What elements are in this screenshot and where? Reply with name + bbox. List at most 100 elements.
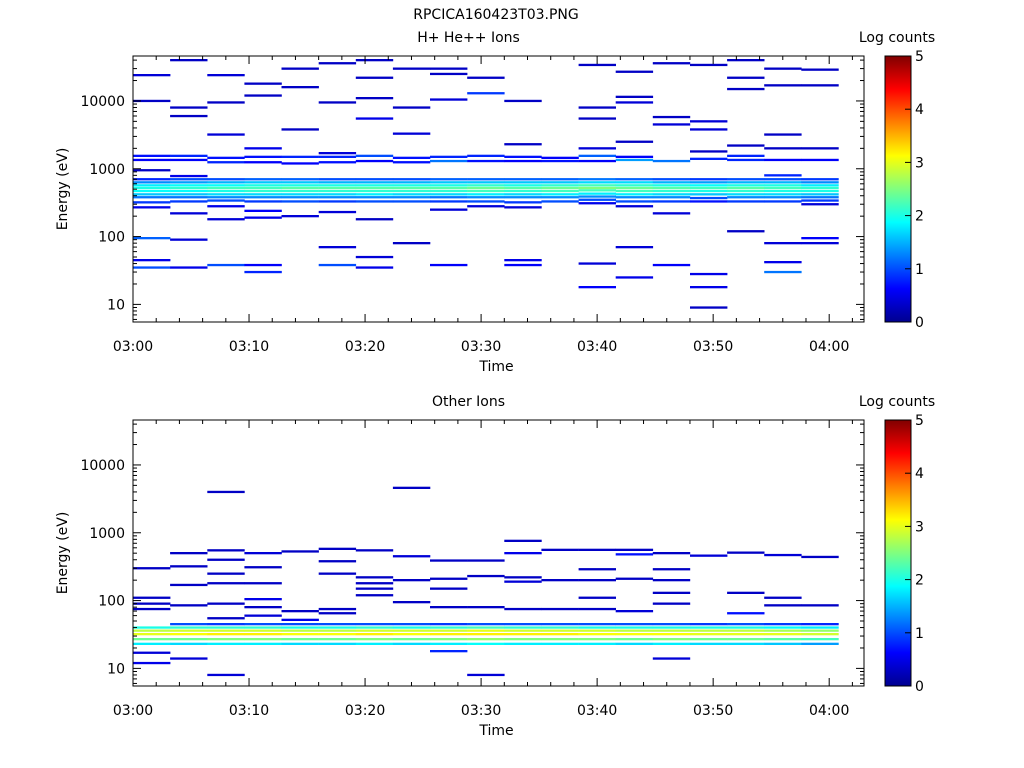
spectrogram-cell: [690, 63, 728, 67]
spectrogram-cell: [690, 189, 728, 193]
spectrogram-cell: [207, 626, 245, 629]
spectrogram-cell: [690, 642, 728, 645]
spectrogram-cell: [504, 638, 542, 641]
spectrogram-cell: [133, 158, 171, 162]
spectrogram-cell: [690, 633, 728, 636]
colorbar-tick-label: 3: [915, 519, 924, 535]
spectrogram-cell: [133, 638, 171, 641]
spectrogram-cell: [244, 270, 282, 274]
spectrogram-cell: [170, 629, 208, 632]
spectrogram-cell: [318, 189, 357, 193]
spectrogram-cell: [764, 193, 802, 196]
spectrogram-cell: [430, 189, 468, 193]
spectrogram-cell: [690, 184, 728, 187]
spectrogram-cell: [244, 582, 282, 585]
spectrogram-cell: [133, 607, 171, 611]
spectrogram-cell: [133, 633, 171, 636]
spectrogram-cell: [578, 596, 616, 599]
spectrogram-cell: [133, 154, 171, 157]
spectrogram-cell: [244, 216, 282, 219]
spectrogram-cell: [244, 626, 282, 629]
spectrogram-cell: [467, 623, 505, 626]
spectrogram-cell: [467, 186, 505, 190]
y-axis-label: Energy (eV): [55, 512, 71, 595]
spectrogram-cell: [801, 178, 839, 181]
spectrogram-cell: [207, 642, 245, 645]
spectrogram-cell: [207, 184, 245, 187]
spectrogram-cell: [430, 159, 468, 163]
spectrogram-cell: [355, 178, 394, 181]
spectrogram-cell: [801, 604, 839, 607]
spectrogram-cell: [578, 626, 616, 629]
spectrogram-cell: [318, 629, 357, 632]
spectrogram-cell: [318, 246, 357, 249]
spectrogram-cell: [615, 184, 654, 187]
spectrogram-cell: [690, 196, 728, 200]
spectrogram-cell: [615, 205, 654, 208]
spectrogram-cell: [467, 606, 505, 609]
spectrogram-cell: [281, 215, 319, 218]
spectrogram-cell: [652, 184, 691, 187]
spectrogram-cell: [727, 193, 765, 196]
spectrogram-cell: [355, 218, 394, 221]
spectrogram-cell: [430, 263, 468, 267]
spectrogram-cell: [764, 186, 802, 190]
spectrogram-cell: [430, 642, 468, 645]
spectrogram-cell: [504, 642, 542, 645]
spectrogram-cell: [467, 184, 505, 187]
spectrogram-cell: [355, 189, 394, 193]
spectrogram-cell: [504, 184, 542, 187]
spectrogram-cell: [541, 186, 579, 190]
spectrogram-cell: [207, 178, 245, 181]
spectrogram-cell: [355, 623, 394, 626]
spectrogram-cell: [244, 184, 282, 187]
spectrogram-cell: [652, 159, 691, 163]
spectrogram-cell: [504, 99, 542, 103]
spectrogram-cell: [690, 193, 728, 196]
spectrogram-cell: [541, 579, 579, 582]
spectrogram-cell: [467, 205, 505, 208]
spectrogram-cell: [764, 200, 802, 203]
spectrogram-cell: [170, 657, 208, 660]
spectrogram-cell: [578, 198, 616, 201]
spectrogram-cell: [801, 199, 839, 202]
spectrogram-cell: [318, 62, 357, 65]
spectrogram-cell: [430, 606, 468, 609]
spectrogram-cell: [244, 629, 282, 632]
spectrogram-cell: [615, 246, 654, 249]
spectrogram-cell: [615, 101, 654, 104]
spectrogram-cell: [318, 181, 357, 184]
spectrogram-cell: [504, 181, 542, 184]
spectrogram-cell: [281, 67, 319, 70]
spectrogram-cell: [281, 610, 319, 613]
spectrogram-cell: [578, 154, 616, 157]
spectrogram-cell: [355, 638, 394, 641]
spectrogram-cell: [727, 230, 765, 233]
spectrogram-cell: [652, 626, 691, 629]
x-tick-label: 04:00: [809, 703, 849, 719]
spectrogram-cell: [801, 623, 839, 626]
spectrogram-cell: [392, 623, 431, 626]
spectrogram-cell: [281, 186, 319, 190]
spectrogram-cell: [541, 638, 579, 641]
spectrogram-cell: [355, 626, 394, 629]
spectrogram-cell: [392, 178, 431, 181]
spectrogram-cell: [281, 638, 319, 641]
spectrogram-cell: [170, 184, 208, 187]
x-axis-label: Time: [478, 359, 513, 375]
spectrogram-cell: [615, 623, 654, 626]
spectrogram-cell: [801, 633, 839, 636]
spectrogram-cell: [207, 490, 245, 494]
spectrogram-cell: [615, 642, 654, 645]
spectrogram-cell: [207, 572, 245, 575]
spectrogram-cell: [355, 576, 394, 579]
spectrogram-cell: [764, 633, 802, 636]
spectrogram-cell: [727, 154, 765, 157]
colorbar-tick-label: 0: [915, 679, 924, 695]
spectrogram-cell: [430, 208, 468, 211]
spectrogram-cell: [430, 196, 468, 199]
spectrogram-cell: [578, 579, 616, 582]
spectrogram-cell: [652, 189, 691, 193]
x-tick-label: 03:40: [577, 339, 617, 355]
spectrogram-cell: [133, 178, 171, 181]
